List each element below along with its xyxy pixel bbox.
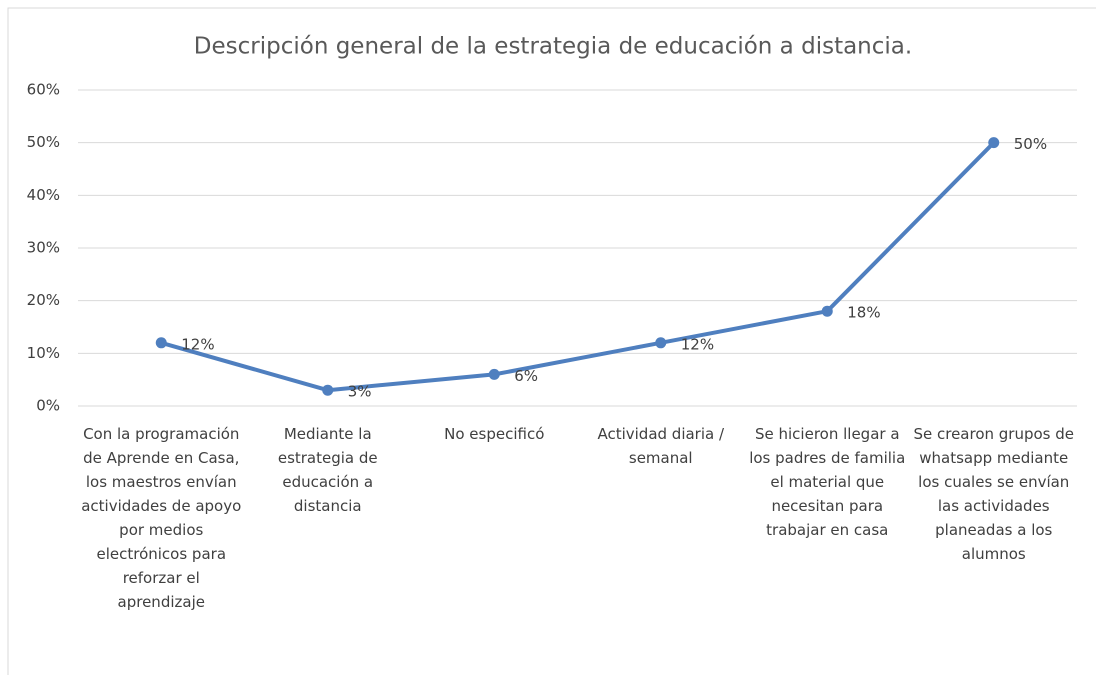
- data-point: [155, 337, 167, 349]
- series-line: [160, 141, 996, 393]
- data-point: [488, 368, 500, 380]
- y-tick-label: 30%: [27, 239, 60, 257]
- y-tick-label: 40%: [27, 186, 60, 204]
- data-point: [322, 384, 334, 396]
- chart-border: [7, 7, 1096, 675]
- data-point: [821, 305, 833, 317]
- data-label: 18%: [847, 304, 880, 322]
- y-tick-label: 0%: [36, 397, 60, 415]
- x-tick-label: Se crearon grupos de whatsapp mediante l…: [913, 425, 1075, 563]
- y-tick-label: 10%: [27, 344, 60, 362]
- y-tick-label: 20%: [27, 291, 60, 309]
- y-tick-label: 60%: [27, 81, 60, 99]
- y-tick-label: 50%: [27, 133, 60, 151]
- data-point: [988, 137, 1000, 149]
- data-label: 6%: [514, 367, 538, 385]
- data-label: 50%: [1014, 135, 1047, 153]
- data-label: 12%: [181, 335, 214, 353]
- x-tick-label: Mediante la estrategia de educación a di…: [277, 425, 378, 515]
- data-point: [655, 337, 667, 349]
- x-tick-label: Se hicieron llegar a los padres de famil…: [749, 425, 906, 539]
- x-tick-label: Actividad diaria / semanal: [597, 425, 725, 467]
- chart-title: Descripción general de la estrategia de …: [194, 34, 912, 60]
- data-label: 3%: [348, 383, 372, 401]
- x-tick-label: Con la programación de Aprende en Casa, …: [81, 425, 242, 611]
- x-tick-label: No especificó: [444, 425, 545, 443]
- data-label: 12%: [681, 335, 714, 353]
